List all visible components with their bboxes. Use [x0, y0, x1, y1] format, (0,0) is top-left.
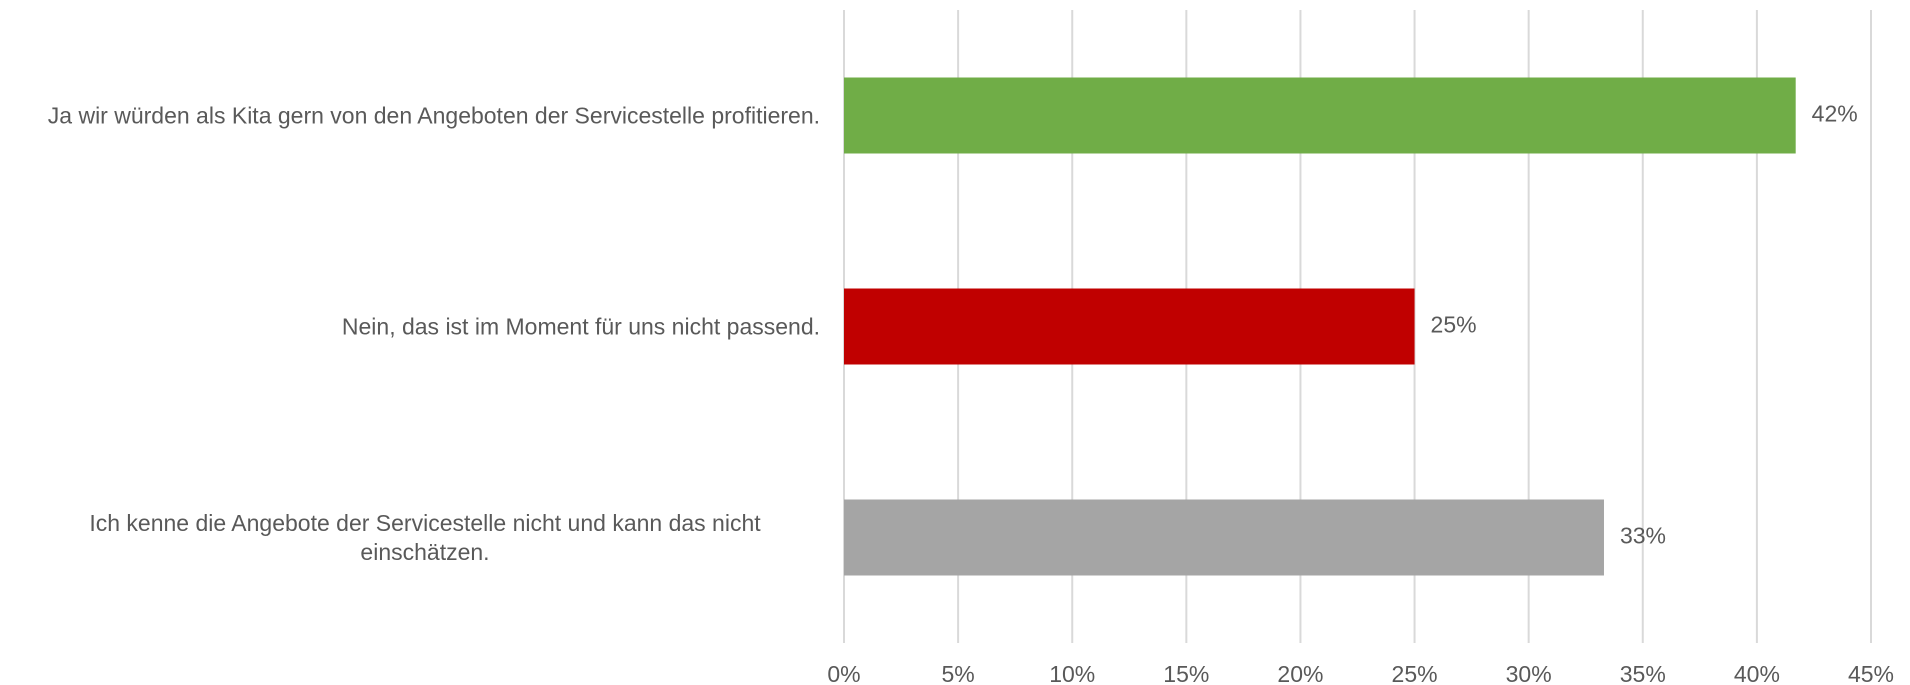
- x-tick-label: 20%: [1277, 661, 1323, 685]
- x-tick-label: 40%: [1734, 661, 1780, 685]
- category-label-box: Ja wir würden als Kita gern von den Ange…: [0, 101, 820, 130]
- value-label: 25%: [1431, 312, 1477, 338]
- category-label-box: Ich kenne die Angebote der Servicestelle…: [0, 509, 820, 567]
- category-label: Ich kenne die Angebote der Servicestelle…: [89, 509, 761, 565]
- value-label: 33%: [1620, 523, 1666, 549]
- x-tick-label: 0%: [827, 661, 860, 685]
- x-tick-label: 10%: [1049, 661, 1095, 685]
- x-tick-label: 45%: [1848, 661, 1894, 685]
- category-label: Ja wir würden als Kita gern von den Ange…: [47, 102, 820, 128]
- x-tick-label: 5%: [941, 661, 974, 685]
- x-tick-label: 15%: [1163, 661, 1209, 685]
- x-tick-label: 35%: [1620, 661, 1666, 685]
- category-label-box: Nein, das ist im Moment für uns nicht pa…: [0, 312, 820, 341]
- bar: [844, 77, 1796, 154]
- x-tick-label: 30%: [1506, 661, 1552, 685]
- x-tick-label: 25%: [1392, 661, 1438, 685]
- bar: [844, 288, 1415, 365]
- category-label: Nein, das ist im Moment für uns nicht pa…: [341, 313, 820, 339]
- bar: [844, 499, 1604, 576]
- value-label: 42%: [1812, 101, 1858, 127]
